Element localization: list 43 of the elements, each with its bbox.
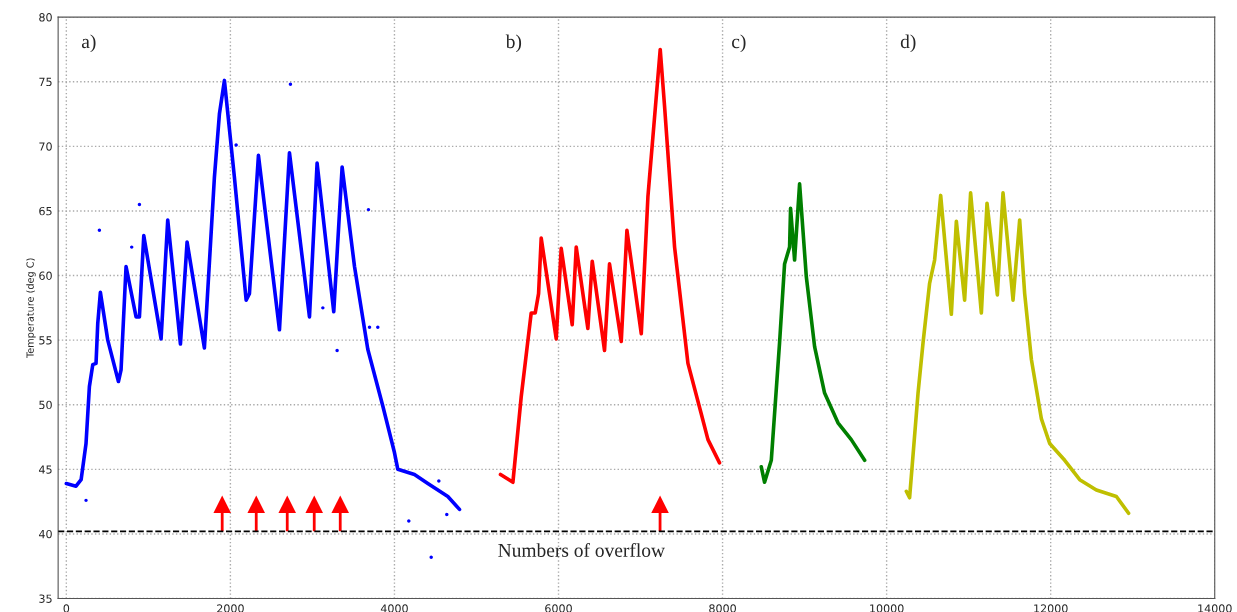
point [288,82,293,87]
y-tick-label: 40 [38,529,52,539]
point [367,325,372,329]
x-tick-label: 0 [63,604,70,612]
point [445,512,449,517]
point [407,519,411,523]
point [651,495,669,513]
annotation: a) [81,34,96,53]
x-tick-label: 8000 [709,604,736,612]
point [213,495,231,513]
line-series [64,78,462,512]
point [97,228,102,233]
x-tick-label: 12000 [1034,604,1068,612]
point [437,479,441,483]
point [247,495,266,513]
y-axis-title: Temperature (deg C) [26,258,36,359]
point [137,202,142,207]
y-tick-label: 65 [39,206,52,216]
y-tick-label: 55 [39,336,52,345]
point [130,245,134,249]
y-tick-label: 75 [39,77,52,87]
x-tick-label: 10000 [870,604,904,612]
point [278,495,297,513]
point [366,207,371,212]
y-tick-label: 80 [39,13,52,22]
annotation: d) [900,34,916,53]
y-tick-label: 45 [38,465,52,474]
annotation: c) [732,34,746,53]
y-tick-label: 50 [39,400,52,410]
y-tick-label: 70 [39,142,52,151]
annotation: b) [505,34,522,53]
x-tick-label: 4000 [380,604,408,612]
line-series [904,191,1131,516]
y-tick-label: 60 [39,271,52,280]
annotation: Numbers of overflow [498,543,665,557]
point [305,495,324,513]
x-tick-label: 14000 [1198,604,1232,612]
point [331,495,350,513]
x-tick-label: 6000 [545,604,572,612]
x-tick-label: 2000 [217,604,244,612]
y-tick-label: 35 [39,594,52,603]
point [234,143,238,147]
line-series [759,181,867,485]
